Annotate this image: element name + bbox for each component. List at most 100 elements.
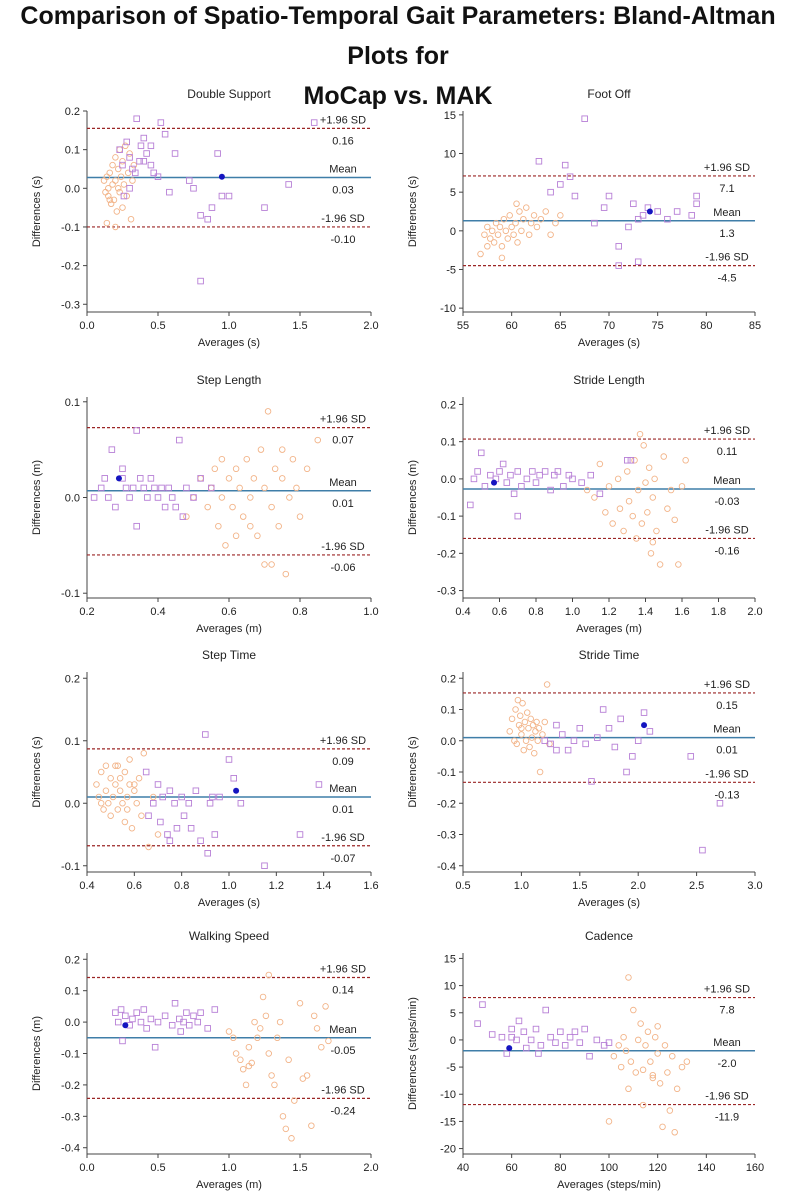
- x-tick-label: 0.4: [79, 880, 94, 892]
- circle-point: [109, 161, 116, 169]
- square-point: [600, 204, 608, 211]
- circle-point: [245, 1062, 253, 1070]
- square-point: [581, 1025, 588, 1033]
- circle-point: [265, 1050, 273, 1057]
- circle-point: [296, 1000, 304, 1007]
- x-tick-label: 0.5: [455, 880, 470, 892]
- mean-value: -0.03: [714, 496, 739, 508]
- circle-point: [520, 746, 527, 754]
- square-point: [640, 709, 648, 716]
- circle-point: [268, 1072, 275, 1079]
- square-point: [625, 223, 632, 231]
- circle-point: [537, 215, 545, 223]
- y-tick-label: 5: [450, 1008, 456, 1020]
- square-point: [541, 468, 549, 475]
- circle-point: [107, 812, 114, 820]
- circle-point: [513, 740, 520, 748]
- circle-point: [119, 800, 126, 807]
- mean-label: Mean: [329, 163, 357, 175]
- square-point: [629, 753, 636, 760]
- circle-point: [114, 762, 122, 770]
- circle-point: [659, 1123, 666, 1131]
- y-tick-label: -0.1: [437, 511, 456, 523]
- square-point: [596, 490, 604, 498]
- circle-point: [154, 831, 162, 838]
- upper-limit-label: +1.96 SD: [704, 984, 750, 996]
- circle-point: [204, 503, 211, 511]
- circle-point: [279, 1113, 287, 1120]
- mean-label: Mean: [713, 475, 741, 487]
- circle-point: [654, 1050, 661, 1057]
- square-point: [140, 157, 148, 165]
- circle-point: [518, 725, 525, 732]
- circle-point: [265, 971, 273, 979]
- y-tick-label: 0.1: [441, 437, 456, 449]
- square-point: [559, 731, 566, 738]
- figure-title: Comparison of Spatio-Temporal Gait Param…: [0, 0, 796, 116]
- square-point: [147, 475, 155, 482]
- square-point: [693, 192, 700, 200]
- y-tick-label: 0.2: [441, 399, 456, 411]
- circle-point: [285, 1056, 292, 1064]
- square-point: [154, 494, 162, 501]
- circle-point: [230, 1034, 237, 1042]
- y-tick-label: 0.1: [65, 145, 80, 157]
- square-point: [578, 479, 585, 486]
- square-point: [566, 173, 574, 180]
- square-point: [161, 1012, 169, 1020]
- circle-point: [527, 715, 534, 723]
- square-point: [467, 501, 474, 509]
- square-point: [145, 812, 152, 820]
- lower-limit-value: -0.07: [330, 853, 355, 865]
- circle-point: [113, 208, 121, 215]
- circle-point: [622, 1047, 630, 1055]
- square-point: [190, 1012, 197, 1020]
- square-point: [197, 277, 204, 285]
- circle-point: [494, 231, 502, 238]
- mean-value: 1.3: [719, 228, 734, 240]
- circle-point: [490, 239, 498, 246]
- circle-point: [647, 1058, 654, 1065]
- circle-point: [500, 215, 508, 223]
- square-point: [157, 119, 165, 126]
- square-point: [161, 503, 169, 511]
- square-point: [114, 1018, 122, 1026]
- x-tick-label: 55: [457, 320, 469, 332]
- square-point: [147, 1015, 155, 1023]
- square-point: [624, 457, 631, 464]
- circle-point: [190, 494, 197, 501]
- x-tick-label: 65: [554, 320, 566, 332]
- x-tick-label: 1.0: [514, 880, 529, 892]
- square-point: [214, 150, 221, 157]
- circle-point: [521, 718, 529, 726]
- square-point: [552, 1039, 559, 1046]
- upper-limit-value: 0.15: [716, 700, 737, 712]
- circle-point: [502, 227, 510, 235]
- circle-point: [254, 1034, 261, 1042]
- square-point: [133, 427, 140, 434]
- square-point: [514, 468, 522, 475]
- circle-point: [299, 1075, 307, 1082]
- square-point: [230, 775, 237, 782]
- square-point: [140, 134, 148, 142]
- circle-point: [232, 1050, 240, 1057]
- y-tick-label: -0.4: [437, 861, 456, 873]
- chart-title: Cadence: [585, 929, 633, 943]
- square-point: [133, 1009, 140, 1016]
- square-point: [168, 1021, 176, 1029]
- square-point: [122, 484, 130, 492]
- circle-point: [293, 484, 300, 492]
- square-point: [673, 208, 681, 215]
- circle-point: [644, 1028, 652, 1036]
- square-point: [315, 781, 323, 788]
- mean-marker-point: [506, 1045, 513, 1052]
- square-point: [197, 475, 204, 482]
- square-point: [136, 475, 144, 482]
- square-point: [143, 1025, 150, 1032]
- circle-point: [516, 208, 523, 215]
- square-point: [535, 157, 543, 165]
- square-point: [237, 800, 245, 807]
- lower-limit-value: -0.10: [330, 234, 355, 246]
- circle-point: [291, 1097, 298, 1104]
- square-point: [117, 1006, 125, 1013]
